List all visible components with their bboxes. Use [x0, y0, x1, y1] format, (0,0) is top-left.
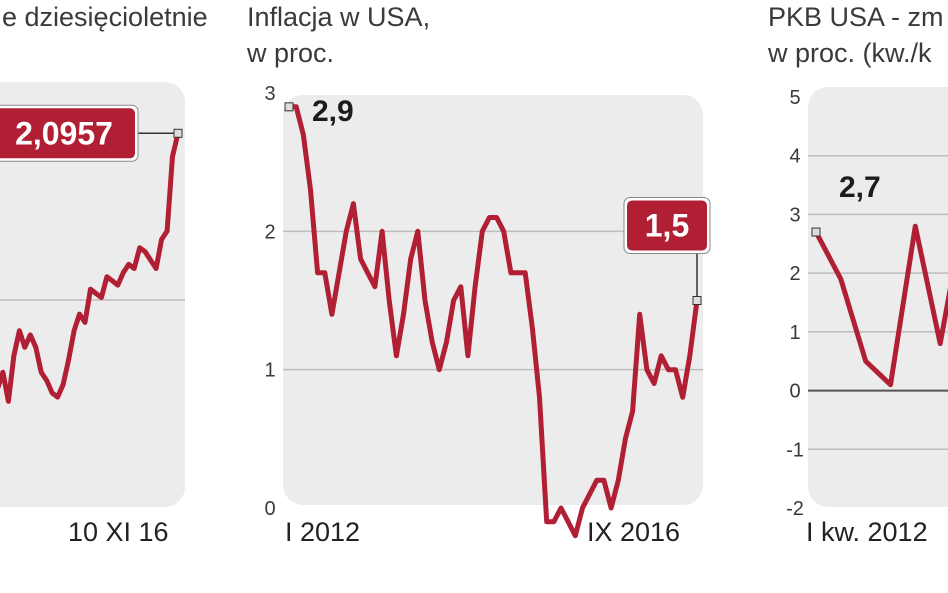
inflation-title-line-1: Inflacja w USA, — [247, 2, 430, 32]
inflation-tick-label: 0 — [264, 498, 275, 520]
inflation-callout-box — [627, 200, 707, 251]
yield-title-line-1: e dziesięcioletnie — [2, 2, 208, 32]
yield-callout-value: 2,0957 — [15, 115, 113, 151]
gdp-tick-label: 3 — [789, 204, 800, 226]
gdp-title-line-2: w proc. (kw./k — [767, 38, 932, 68]
inflation-tick-label: 2 — [264, 221, 275, 243]
gdp-tick-label: 0 — [789, 381, 800, 403]
yield-plot-area — [0, 82, 185, 507]
gdp-chart: PKB USA - zm w proc. (kw./k I kw. 2012 -… — [767, 2, 948, 547]
yield-end-date-label: 10 XI 16 — [68, 517, 169, 547]
yield-end-marker — [173, 128, 183, 138]
inflation-end-marker — [692, 296, 702, 305]
gdp-start-date-label: I kw. 2012 — [806, 517, 928, 547]
gdp-tick-label: -2 — [786, 498, 804, 520]
yield-chart: e dziesięcioletnie 10 XI 16 — [0, 2, 208, 547]
inflation-start-date-label: I 2012 — [285, 517, 360, 547]
gdp-tick-label: 1 — [789, 322, 800, 344]
inflation-end-date-label: IX 2016 — [587, 517, 680, 547]
yield-series-line — [0, 130, 181, 404]
inflation-tick-label: 1 — [264, 360, 275, 382]
gdp-plot-area — [808, 87, 948, 507]
inflation-plot-area — [283, 95, 703, 505]
inflation-tick-label: 3 — [264, 83, 275, 105]
gdp-tick-label: -1 — [786, 439, 804, 461]
inflation-series-line — [286, 104, 700, 539]
inflation-callout-value: 1,5 — [645, 208, 689, 244]
gdp-tick-label: 2 — [789, 263, 800, 285]
gdp-start-value-label: 2,7 — [839, 171, 881, 204]
inflation-start-marker — [284, 102, 294, 112]
gdp-series-line — [813, 223, 948, 388]
yield-callout-box — [0, 108, 135, 159]
inflation-title-line-2: w proc. — [246, 38, 334, 68]
gdp-start-marker — [811, 227, 821, 237]
inflation-chart: Inflacja w USA, w proc. I 2012 IX 2016 0… — [246, 2, 703, 547]
gdp-tick-label: 4 — [789, 146, 800, 168]
gdp-title-line-1: PKB USA - zm — [768, 2, 944, 32]
gdp-tick-label: 5 — [789, 87, 800, 109]
inflation-start-value-label: 2,9 — [312, 95, 354, 128]
